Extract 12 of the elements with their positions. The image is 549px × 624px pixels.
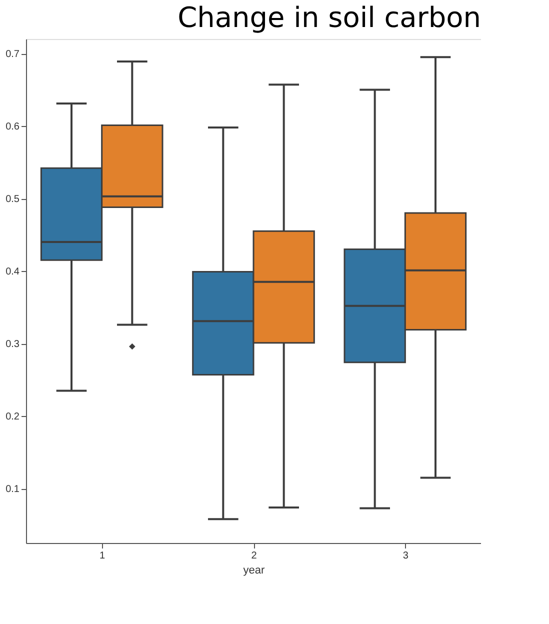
y-tick-label: 0.3: [6, 339, 20, 350]
x-tick-label: 3: [402, 550, 409, 562]
y-tick-label: 0.7: [6, 49, 20, 60]
y-tick-label: 0.6: [6, 122, 20, 133]
x-tick-label: 1: [100, 550, 106, 562]
chart-title: Change in soil carbon: [178, 1, 481, 34]
y-tick-label: 0.1: [6, 484, 20, 496]
x-tick-label: 2: [251, 550, 258, 562]
x-axis-title: year: [243, 564, 266, 576]
y-tick-label: 0.5: [6, 194, 20, 206]
y-tick-label: 0.2: [6, 412, 20, 423]
y-tick-label: 0.4: [6, 266, 20, 278]
